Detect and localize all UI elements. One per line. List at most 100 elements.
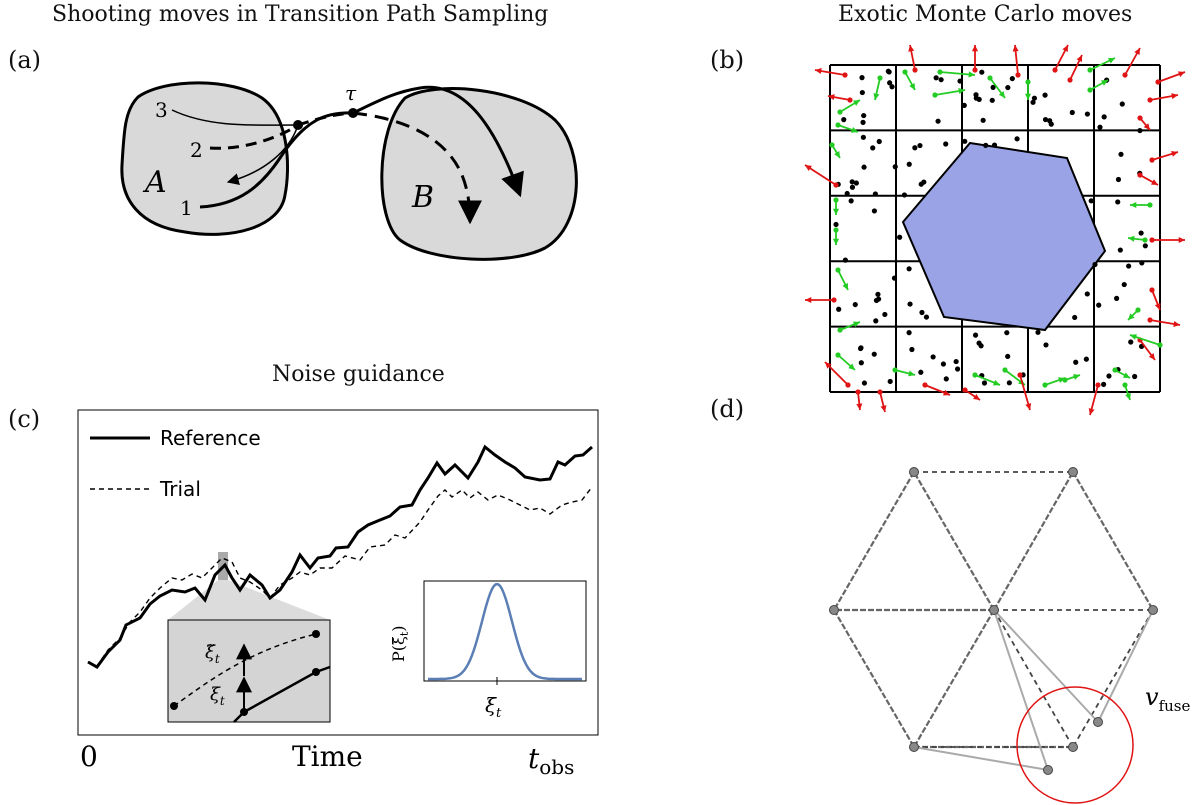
particle (953, 358, 959, 365)
particle (891, 275, 898, 281)
mesh-vertex (1148, 605, 1158, 615)
path-dashed-b (352, 111, 482, 225)
arrow-head (853, 100, 860, 106)
arrow-tail (972, 372, 978, 378)
particle (875, 291, 881, 297)
inset-dot (170, 702, 178, 710)
region-b-blob (380, 87, 578, 261)
particle (1097, 124, 1103, 130)
arrow-head (1130, 201, 1137, 209)
particle (1101, 114, 1107, 120)
arrow-head (968, 71, 975, 78)
particle (1004, 330, 1010, 336)
arrow-tail (1157, 342, 1163, 348)
panel-c-label: (c) (8, 405, 41, 433)
particle (1126, 263, 1132, 269)
mesh-edge (993, 471, 1074, 611)
arrow-head (1128, 235, 1135, 242)
inset-dot (312, 668, 320, 676)
path-2 (209, 123, 299, 150)
particle (1139, 260, 1145, 266)
arrow-tail (835, 122, 841, 128)
path-2-label: 2 (190, 138, 203, 162)
arrow-head (1123, 372, 1130, 378)
particle (1073, 359, 1079, 365)
arrow-head (1073, 374, 1080, 380)
particle (842, 257, 848, 263)
hexagon-obstacle (901, 141, 1107, 332)
particle (872, 191, 878, 197)
arrow-head (832, 208, 840, 215)
particle (940, 361, 947, 367)
particle (1031, 95, 1038, 101)
panel-a-title: Shooting moves in Transition Path Sampli… (52, 2, 549, 27)
particle (961, 102, 967, 108)
particle (912, 145, 918, 151)
particle (973, 95, 979, 101)
particle (861, 112, 867, 119)
arrow-tail (1137, 115, 1143, 121)
particle (1084, 291, 1090, 297)
moved-edge (1097, 609, 1154, 723)
arrow-head (1151, 179, 1158, 185)
arrow-head (842, 283, 848, 290)
arrow-tail (1147, 317, 1153, 323)
mesh-vertex (909, 742, 919, 752)
arrow-head (1101, 80, 1108, 86)
vfuse-label: vfuse (1145, 683, 1190, 715)
arrow-tail (1137, 172, 1143, 178)
arrow-head (1171, 93, 1178, 100)
particle (938, 77, 944, 83)
moved-edge (993, 609, 1099, 723)
inset-xi-tilde-label: ξ̃t (205, 642, 220, 666)
mesh-edge (833, 471, 915, 611)
arrow-tail (922, 382, 928, 388)
path-1-label: 1 (180, 196, 193, 220)
arrow-tail (1142, 237, 1148, 243)
region-b-label: B (411, 180, 434, 215)
tau-label: τ (345, 81, 357, 105)
particle (889, 84, 895, 90)
particle (909, 346, 915, 353)
panel-a-label: (a) (8, 46, 42, 74)
particle (858, 360, 864, 366)
particle (873, 318, 879, 324)
particle (1048, 121, 1054, 127)
particle (1072, 314, 1078, 321)
arrow-tail (831, 297, 837, 303)
particle (907, 301, 913, 307)
particle (991, 142, 998, 148)
mesh-vertex (1068, 742, 1078, 752)
particle-dots (833, 68, 1148, 387)
reference-series (87, 444, 593, 669)
arrow-tail (1067, 77, 1073, 83)
arrow-tail (833, 182, 839, 188)
particle (901, 192, 908, 198)
particle (857, 345, 864, 352)
particle (917, 142, 923, 149)
arrow-tail (1155, 79, 1161, 85)
mesh-edge (833, 609, 915, 748)
path-dashed-mid (297, 111, 354, 127)
particle (1035, 329, 1041, 335)
particle (1115, 199, 1121, 205)
arrow-head (908, 370, 915, 377)
particle (861, 164, 867, 170)
arrow-head (1125, 393, 1131, 400)
particle (1042, 92, 1048, 98)
particle (859, 75, 865, 81)
arrow-tail (833, 197, 839, 203)
particle (979, 69, 985, 75)
legend-trial-label: Trial (159, 477, 201, 501)
panel-c-title: Noise guidance (272, 362, 445, 387)
arrow-head (1171, 150, 1178, 157)
particle (849, 179, 855, 185)
panel-b-title: Exotic Monte Carlo moves (838, 2, 1133, 27)
particle (921, 179, 927, 185)
arrow-head (1088, 408, 1095, 415)
particle (1043, 342, 1049, 348)
particle (887, 378, 893, 385)
arrow-head (1108, 57, 1115, 64)
